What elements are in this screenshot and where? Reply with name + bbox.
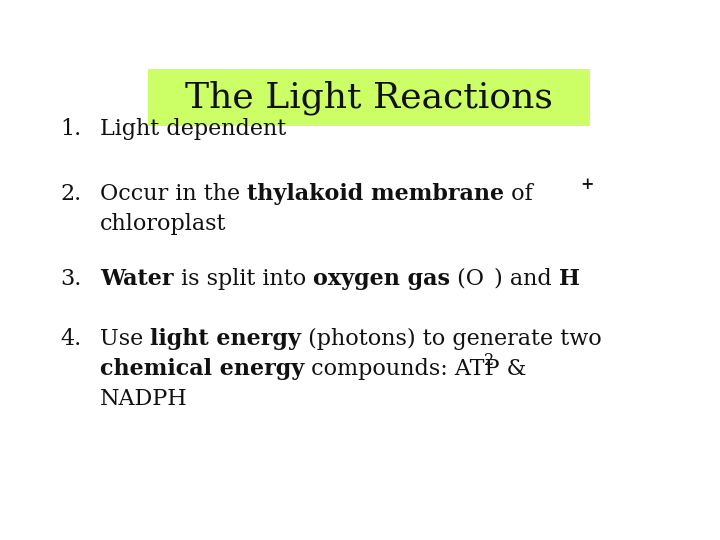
Text: chloroplast: chloroplast (100, 213, 227, 235)
Text: oxygen gas: oxygen gas (313, 268, 450, 290)
FancyBboxPatch shape (148, 69, 590, 126)
Text: (photons) to generate two: (photons) to generate two (301, 328, 602, 350)
Text: Occur in the: Occur in the (100, 183, 247, 205)
Text: NADPH: NADPH (100, 388, 188, 410)
Text: H: H (559, 268, 580, 290)
Text: (O: (O (450, 268, 484, 290)
Text: is split into: is split into (174, 268, 313, 290)
Text: Use: Use (100, 328, 150, 350)
Text: 1.: 1. (60, 118, 81, 140)
Text: 2: 2 (484, 352, 494, 369)
Text: of: of (505, 183, 533, 205)
Text: Light dependent: Light dependent (100, 118, 287, 140)
Text: Water: Water (100, 268, 174, 290)
Text: 3.: 3. (60, 268, 81, 290)
Text: +: + (580, 176, 593, 193)
Text: 4.: 4. (60, 328, 81, 350)
Text: light energy: light energy (150, 328, 301, 350)
Text: 2.: 2. (60, 183, 81, 205)
Text: ) and: ) and (494, 268, 559, 290)
Text: The Light Reactions: The Light Reactions (185, 80, 553, 115)
Text: thylakoid membrane: thylakoid membrane (247, 183, 505, 205)
Text: compounds: ATP &: compounds: ATP & (305, 358, 526, 380)
Text: chemical energy: chemical energy (100, 358, 305, 380)
